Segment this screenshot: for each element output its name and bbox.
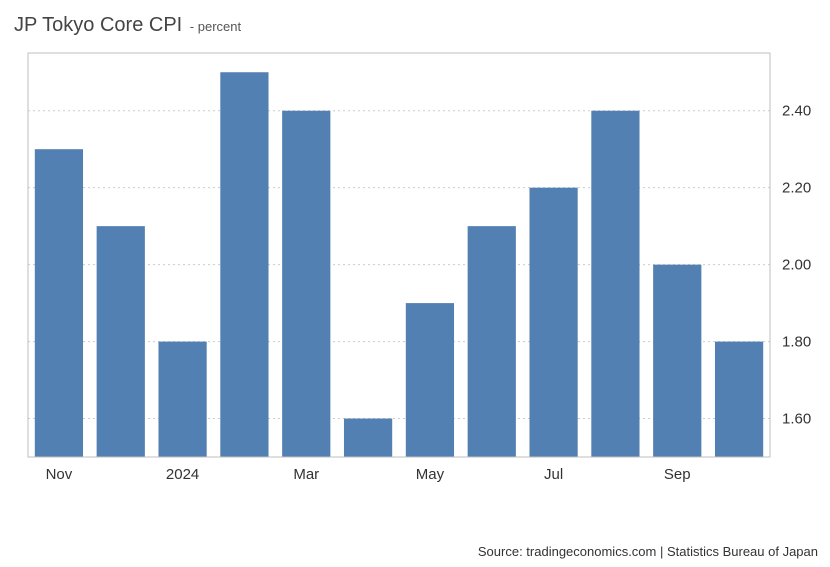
bar <box>653 265 701 457</box>
bar-chart: 1.60 1.80 2.00 2.20 2.40 Nov 2024 Mar May Jul Sep <box>10 47 820 497</box>
y-axis-tick-label: 2.20 <box>782 180 811 197</box>
chart-title: JP Tokyo Core CPI - percent <box>14 14 820 37</box>
bar <box>468 226 516 457</box>
x-axis-tick-label: 2024 <box>166 466 199 483</box>
x-axis-tick-label: Jul <box>544 466 563 483</box>
bar <box>220 72 268 457</box>
chart-area: 1.60 1.80 2.00 2.20 2.40 Nov 2024 Mar May Jul Sep <box>10 47 820 497</box>
y-axis-tick-label: 2.00 <box>782 257 811 274</box>
bar <box>97 226 145 457</box>
chart-title-main: JP Tokyo Core CPI <box>14 14 182 36</box>
bar <box>344 419 392 457</box>
y-axis-tick-label: 2.40 <box>782 103 811 120</box>
x-axis-tick-label: Sep <box>664 466 691 483</box>
x-axis-tick-label: Mar <box>293 466 319 483</box>
chart-title-sub: - percent <box>190 19 241 34</box>
y-axis-tick-label: 1.80 <box>782 334 811 351</box>
bar <box>406 303 454 457</box>
x-axis-tick-label: May <box>416 466 445 483</box>
bar <box>158 342 206 457</box>
bar <box>282 111 330 457</box>
bar <box>715 342 763 457</box>
bar <box>529 188 577 457</box>
source-attribution: Source: tradingeconomics.com | Statistic… <box>478 544 818 559</box>
bar <box>35 149 83 457</box>
y-axis-tick-label: 1.60 <box>782 411 811 428</box>
x-axis-tick-label: Nov <box>46 466 73 483</box>
bar <box>591 111 639 457</box>
